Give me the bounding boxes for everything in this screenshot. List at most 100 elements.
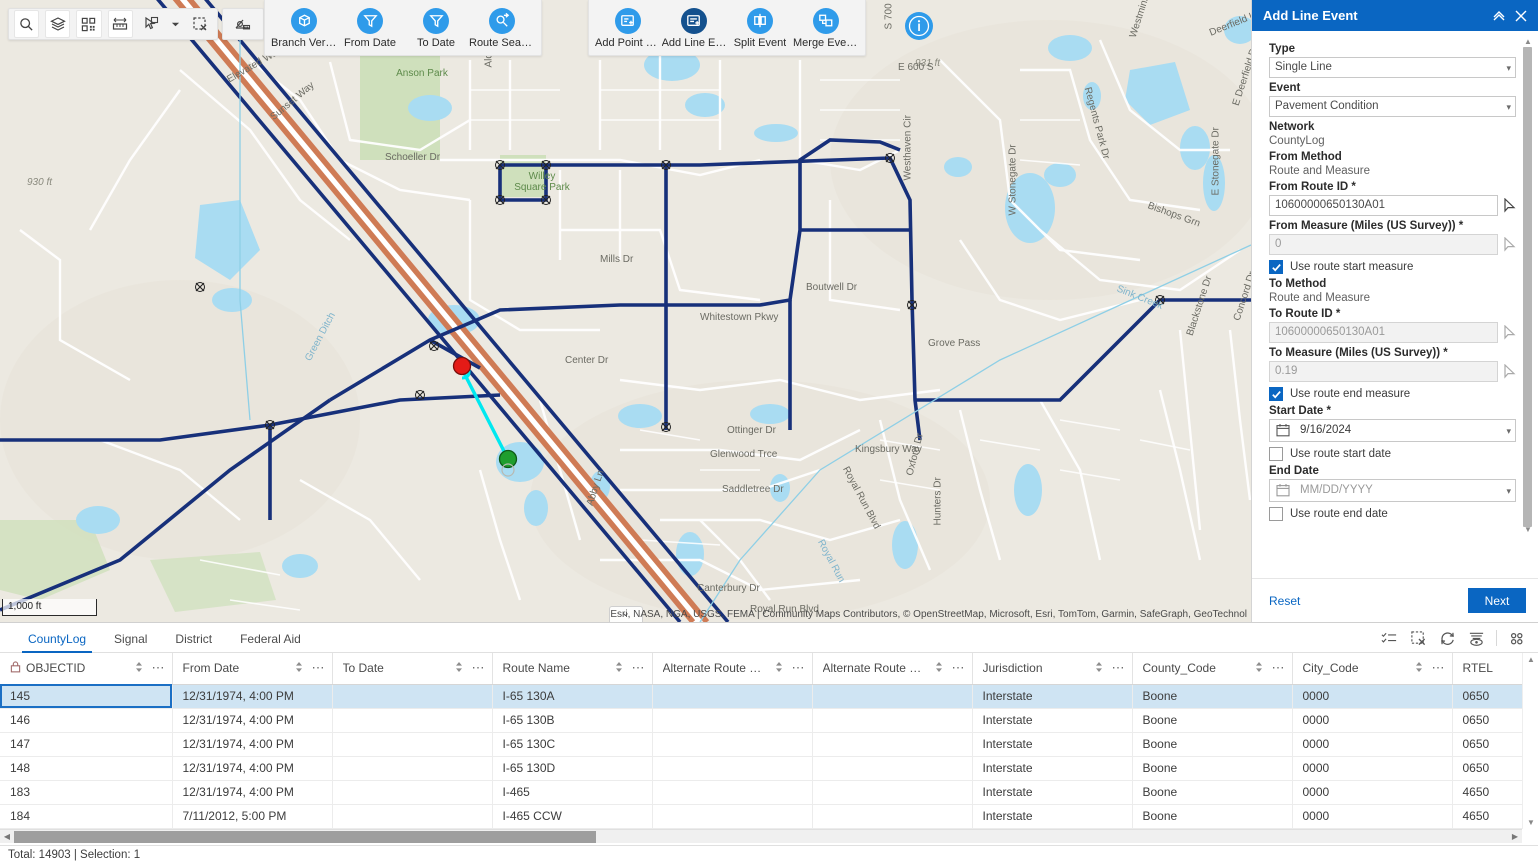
column-header[interactable]: Jurisdiction ⋯ <box>972 653 1133 685</box>
table-cell[interactable]: 0000 <box>1292 756 1453 781</box>
table-cell[interactable]: 0000 <box>1292 708 1453 733</box>
column-header[interactable]: City_Code ⋯ <box>1292 653 1453 685</box>
table-cell[interactable]: Interstate <box>972 684 1133 709</box>
table-cell[interactable]: Boone <box>1132 756 1293 781</box>
table-cell[interactable]: 0650 <box>1452 732 1523 757</box>
table-row[interactable]: 183 12/31/1974, 4:00 PM I-465 Interstate Boo… <box>0 780 1523 805</box>
table-cell[interactable]: Interstate <box>972 708 1133 733</box>
table-cell[interactable] <box>332 756 493 781</box>
table-cell[interactable]: 147 <box>0 732 173 757</box>
table-row[interactable]: 184 7/11/2012, 5:00 PM I-465 CCW Interstate… <box>0 804 1523 829</box>
scroll-down-arrow-icon[interactable]: ▼ <box>1524 525 1532 534</box>
column-menu-icon[interactable]: ⋯ <box>1431 660 1446 676</box>
sort-icon[interactable] <box>135 661 143 676</box>
column-header[interactable]: RTEL <box>1452 653 1523 685</box>
layers-icon[interactable] <box>45 10 71 38</box>
to-route-id-input[interactable]: 10600000650130A01 <box>1269 322 1498 343</box>
reset-button[interactable]: Reset <box>1269 593 1301 608</box>
table-cell[interactable] <box>652 708 813 733</box>
refresh-icon[interactable] <box>1434 626 1461 650</box>
hscroll-thumb[interactable] <box>14 831 596 843</box>
table-cell[interactable]: Boone <box>1132 708 1293 733</box>
column-menu-icon[interactable]: ⋯ <box>151 660 166 676</box>
table-cell[interactable]: 148 <box>0 756 173 781</box>
table-cell[interactable] <box>332 732 493 757</box>
column-header[interactable]: OBJECTID ⋯ <box>0 653 173 685</box>
table-cell[interactable]: 0000 <box>1292 780 1453 805</box>
panel-scroll-thumb[interactable] <box>1523 47 1532 527</box>
column-header[interactable]: Alternate Route … ⋯ <box>652 653 813 685</box>
table-cell[interactable] <box>652 684 813 709</box>
table-cell[interactable]: I-65 130B <box>492 708 653 733</box>
table-cell[interactable] <box>652 804 813 829</box>
tab-signal[interactable]: Signal <box>114 632 148 646</box>
sort-icon[interactable] <box>935 661 943 676</box>
table-cell[interactable]: Interstate <box>972 756 1133 781</box>
table-cell[interactable]: 12/31/1974, 4:00 PM <box>172 708 333 733</box>
use-route-end-date-checkbox[interactable] <box>1269 507 1283 521</box>
close-icon[interactable] <box>1510 5 1532 27</box>
table-cell[interactable]: 4650 <box>1452 780 1523 805</box>
to-measure-input[interactable]: 0.19 <box>1269 361 1498 382</box>
network-icon[interactable] <box>228 10 258 38</box>
table-cell[interactable]: 12/31/1974, 4:00 PM <box>172 780 333 805</box>
pick-route-from-map-icon[interactable] <box>1502 198 1516 214</box>
scroll-right-arrow-icon[interactable]: ▶ <box>1511 832 1519 841</box>
sort-icon[interactable] <box>615 661 623 676</box>
table-cell[interactable]: 12/31/1974, 4:00 PM <box>172 756 333 781</box>
table-cell[interactable] <box>332 708 493 733</box>
add-point-event-button[interactable]: Add Point E… <box>595 1 661 55</box>
sort-icon[interactable] <box>1095 661 1103 676</box>
table-cell[interactable]: Interstate <box>972 804 1133 829</box>
branch-version-button[interactable]: Branch Vers… <box>271 1 337 55</box>
grid-icon[interactable] <box>76 10 102 38</box>
map-collapse-toggle[interactable]: ⌄ <box>608 606 643 622</box>
scroll-up-arrow-icon[interactable]: ▲ <box>1527 655 1535 664</box>
column-menu-icon[interactable]: ⋯ <box>471 660 486 676</box>
table-cell[interactable]: Boone <box>1132 684 1293 709</box>
start-date-input[interactable]: 9/16/2024 <box>1269 419 1516 442</box>
table-cell[interactable]: Boone <box>1132 732 1293 757</box>
table-cell[interactable]: Interstate <box>972 732 1133 757</box>
measure-icon[interactable] <box>107 10 133 38</box>
end-date-input[interactable]: MM/DD/YYYY <box>1269 479 1516 502</box>
table-cell[interactable]: 184 <box>0 804 173 829</box>
table-cell[interactable]: 12/31/1974, 4:00 PM <box>172 732 333 757</box>
split-event-button[interactable]: Split Event <box>727 1 793 55</box>
table-horizontal-scrollbar[interactable]: ◀ ▶ <box>0 829 1522 843</box>
tab-countylog[interactable]: CountyLog <box>14 632 100 653</box>
search-icon[interactable] <box>14 10 40 38</box>
use-route-start-date-checkbox[interactable] <box>1269 447 1283 461</box>
use-route-end-measure-row[interactable]: Use route end measure <box>1269 387 1516 401</box>
table-cell[interactable]: I-65 130D <box>492 756 653 781</box>
column-header[interactable]: Route Name ⋯ <box>492 653 653 685</box>
sort-icon[interactable] <box>1415 661 1423 676</box>
column-menu-icon[interactable]: ⋯ <box>1271 660 1286 676</box>
next-button[interactable]: Next <box>1468 588 1526 613</box>
table-row[interactable]: 146 12/31/1974, 4:00 PM I-65 130B Interstat… <box>0 708 1523 733</box>
table-cell[interactable]: 145 <box>0 684 173 709</box>
table-row[interactable]: 148 12/31/1974, 4:00 PM I-65 130D Interstat… <box>0 756 1523 781</box>
from-route-id-input[interactable]: 10600000650130A01 <box>1269 195 1498 216</box>
from-measure-input[interactable]: 0 <box>1269 234 1498 255</box>
use-route-start-measure-checkbox[interactable] <box>1269 260 1283 274</box>
chevron-up-icon[interactable] <box>1488 5 1510 27</box>
table-row[interactable]: 147 12/31/1974, 4:00 PM I-65 130C Interstat… <box>0 732 1523 757</box>
column-header[interactable]: Alternate Route … ⋯ <box>812 653 973 685</box>
table-cell[interactable] <box>812 780 973 805</box>
chevron-down-icon[interactable] <box>170 10 182 38</box>
table-cell[interactable]: Interstate <box>972 780 1133 805</box>
column-header[interactable]: To Date ⋯ <box>332 653 493 685</box>
use-route-end-measure-checkbox[interactable] <box>1269 387 1283 401</box>
table-cell[interactable]: 4650 <box>1452 804 1523 829</box>
scroll-up-arrow-icon[interactable]: ▲ <box>1524 37 1532 46</box>
table-cell[interactable]: 0000 <box>1292 804 1453 829</box>
table-cell[interactable] <box>652 756 813 781</box>
table-cell[interactable] <box>332 804 493 829</box>
fields-options-icon[interactable] <box>1503 626 1530 650</box>
pick-to-route-from-map-icon[interactable] <box>1502 325 1516 341</box>
to-date-filter-button[interactable]: To Date <box>403 1 469 55</box>
use-route-start-measure-row[interactable]: Use route start measure <box>1269 260 1516 274</box>
table-cell[interactable] <box>812 708 973 733</box>
